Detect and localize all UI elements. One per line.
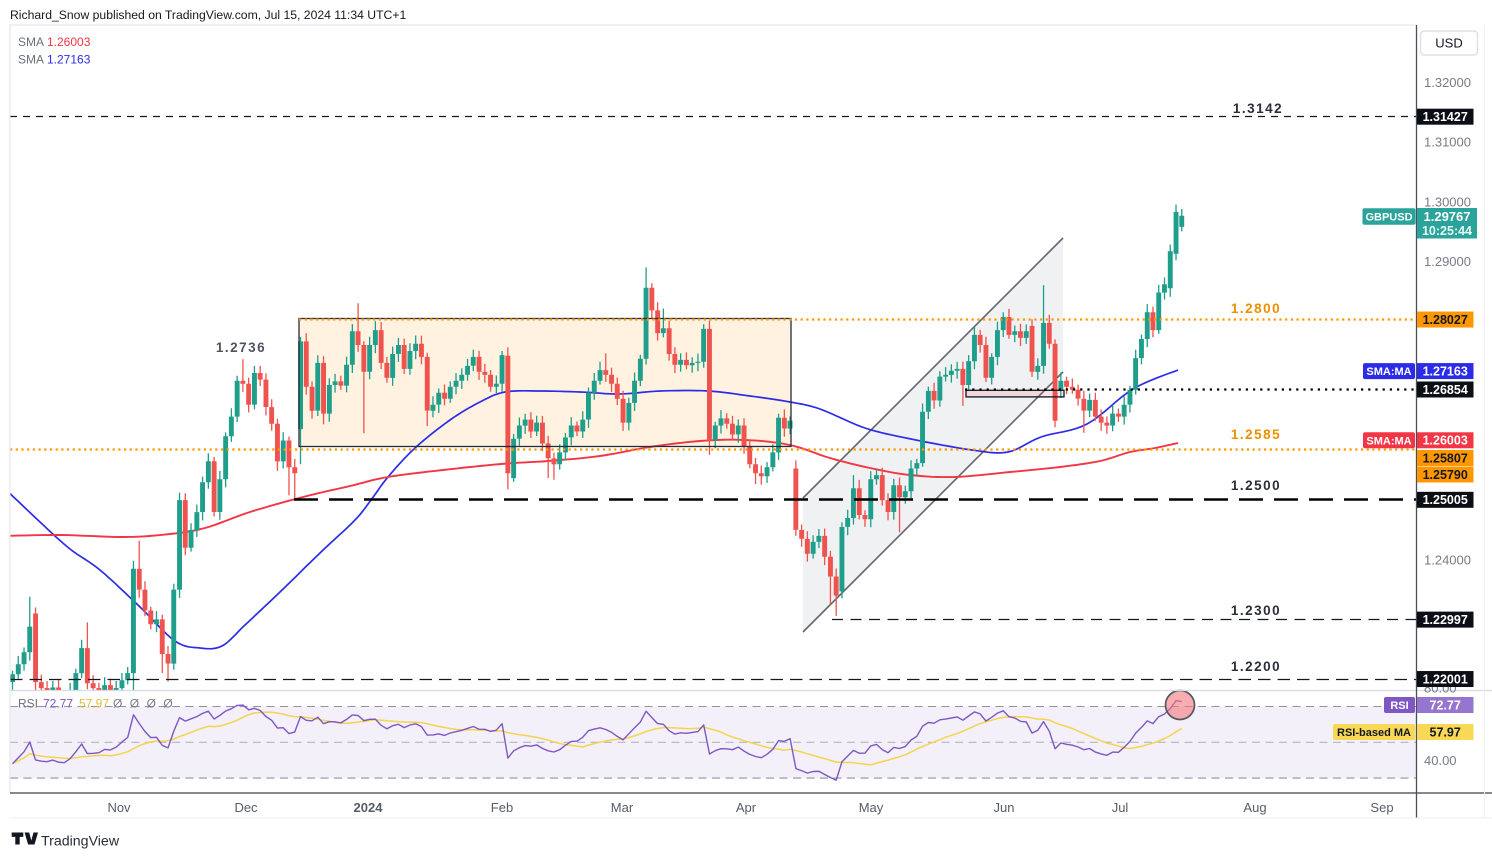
svg-text:1.31427: 1.31427 (1423, 110, 1468, 124)
svg-text:1.26003: 1.26003 (1423, 434, 1468, 448)
svg-text:Aug: Aug (1243, 800, 1266, 815)
svg-text:TradingView: TradingView (41, 834, 120, 850)
svg-text:1.32000: 1.32000 (1424, 75, 1471, 90)
svg-text:1.25807: 1.25807 (1423, 451, 1468, 465)
svg-text:1.25790: 1.25790 (1423, 468, 1468, 482)
svg-text:Mar: Mar (611, 800, 634, 815)
svg-text:Apr: Apr (736, 800, 757, 815)
svg-text:1.26854: 1.26854 (1423, 383, 1468, 397)
svg-text:Ø: Ø (147, 697, 156, 711)
svg-text:72.77: 72.77 (43, 697, 73, 711)
svg-text:RSI: RSI (1390, 700, 1408, 712)
svg-text:Dec: Dec (234, 800, 258, 815)
svg-text:Jul: Jul (1112, 800, 1129, 815)
svg-text:Ø: Ø (113, 697, 122, 711)
svg-text:SMA:MA: SMA:MA (1366, 366, 1411, 378)
svg-text:1.3142: 1.3142 (1233, 101, 1283, 116)
svg-text:May: May (859, 800, 884, 815)
svg-text:Richard_Snow published on Trad: Richard_Snow published on TradingView.co… (10, 8, 406, 22)
svg-text:Ø: Ø (130, 697, 139, 711)
svg-text:1.22001: 1.22001 (1423, 672, 1468, 686)
svg-text:1.2500: 1.2500 (1231, 478, 1281, 493)
svg-text:Nov: Nov (107, 800, 131, 815)
svg-text:Jun: Jun (994, 800, 1015, 815)
svg-text:1.27163: 1.27163 (47, 53, 91, 67)
svg-text:57.97: 57.97 (79, 697, 109, 711)
svg-text:10:25:44: 10:25:44 (1422, 224, 1472, 238)
svg-text:Sep: Sep (1370, 800, 1393, 815)
svg-text:1.2200: 1.2200 (1231, 659, 1281, 674)
svg-text:1.24000: 1.24000 (1424, 552, 1471, 567)
svg-text:57.97: 57.97 (1430, 725, 1461, 739)
svg-text:Feb: Feb (491, 800, 513, 815)
svg-text:1.2736: 1.2736 (216, 340, 266, 355)
svg-text:1.27163: 1.27163 (1423, 364, 1468, 378)
svg-text:SMA: SMA (18, 53, 44, 67)
svg-text:1.26003: 1.26003 (47, 35, 91, 49)
svg-text:1.31000: 1.31000 (1424, 135, 1471, 150)
svg-text:40.00: 40.00 (1424, 753, 1457, 768)
svg-text:RSI-based MA: RSI-based MA (1337, 727, 1411, 739)
svg-text:1.2300: 1.2300 (1231, 603, 1281, 618)
svg-text:1.30000: 1.30000 (1424, 194, 1471, 209)
svg-text:1.29000: 1.29000 (1424, 254, 1471, 269)
svg-text:USD: USD (1435, 36, 1462, 51)
svg-text:1.28027: 1.28027 (1423, 313, 1468, 327)
svg-text:1.29767: 1.29767 (1424, 209, 1471, 224)
svg-text:Ø: Ø (163, 697, 172, 711)
svg-text:GBPUSD: GBPUSD (1365, 212, 1412, 224)
svg-text:RSI: RSI (18, 697, 38, 711)
svg-text:1.2800: 1.2800 (1231, 301, 1281, 316)
svg-text:2024: 2024 (354, 800, 384, 815)
svg-text:SMA: SMA (18, 35, 44, 49)
svg-text:1.25005: 1.25005 (1423, 493, 1468, 507)
svg-text:1.2585: 1.2585 (1231, 427, 1281, 442)
svg-text:1.22997: 1.22997 (1423, 613, 1468, 627)
svg-text:SMA:MA: SMA:MA (1366, 435, 1411, 447)
svg-text:72.77: 72.77 (1430, 698, 1461, 712)
